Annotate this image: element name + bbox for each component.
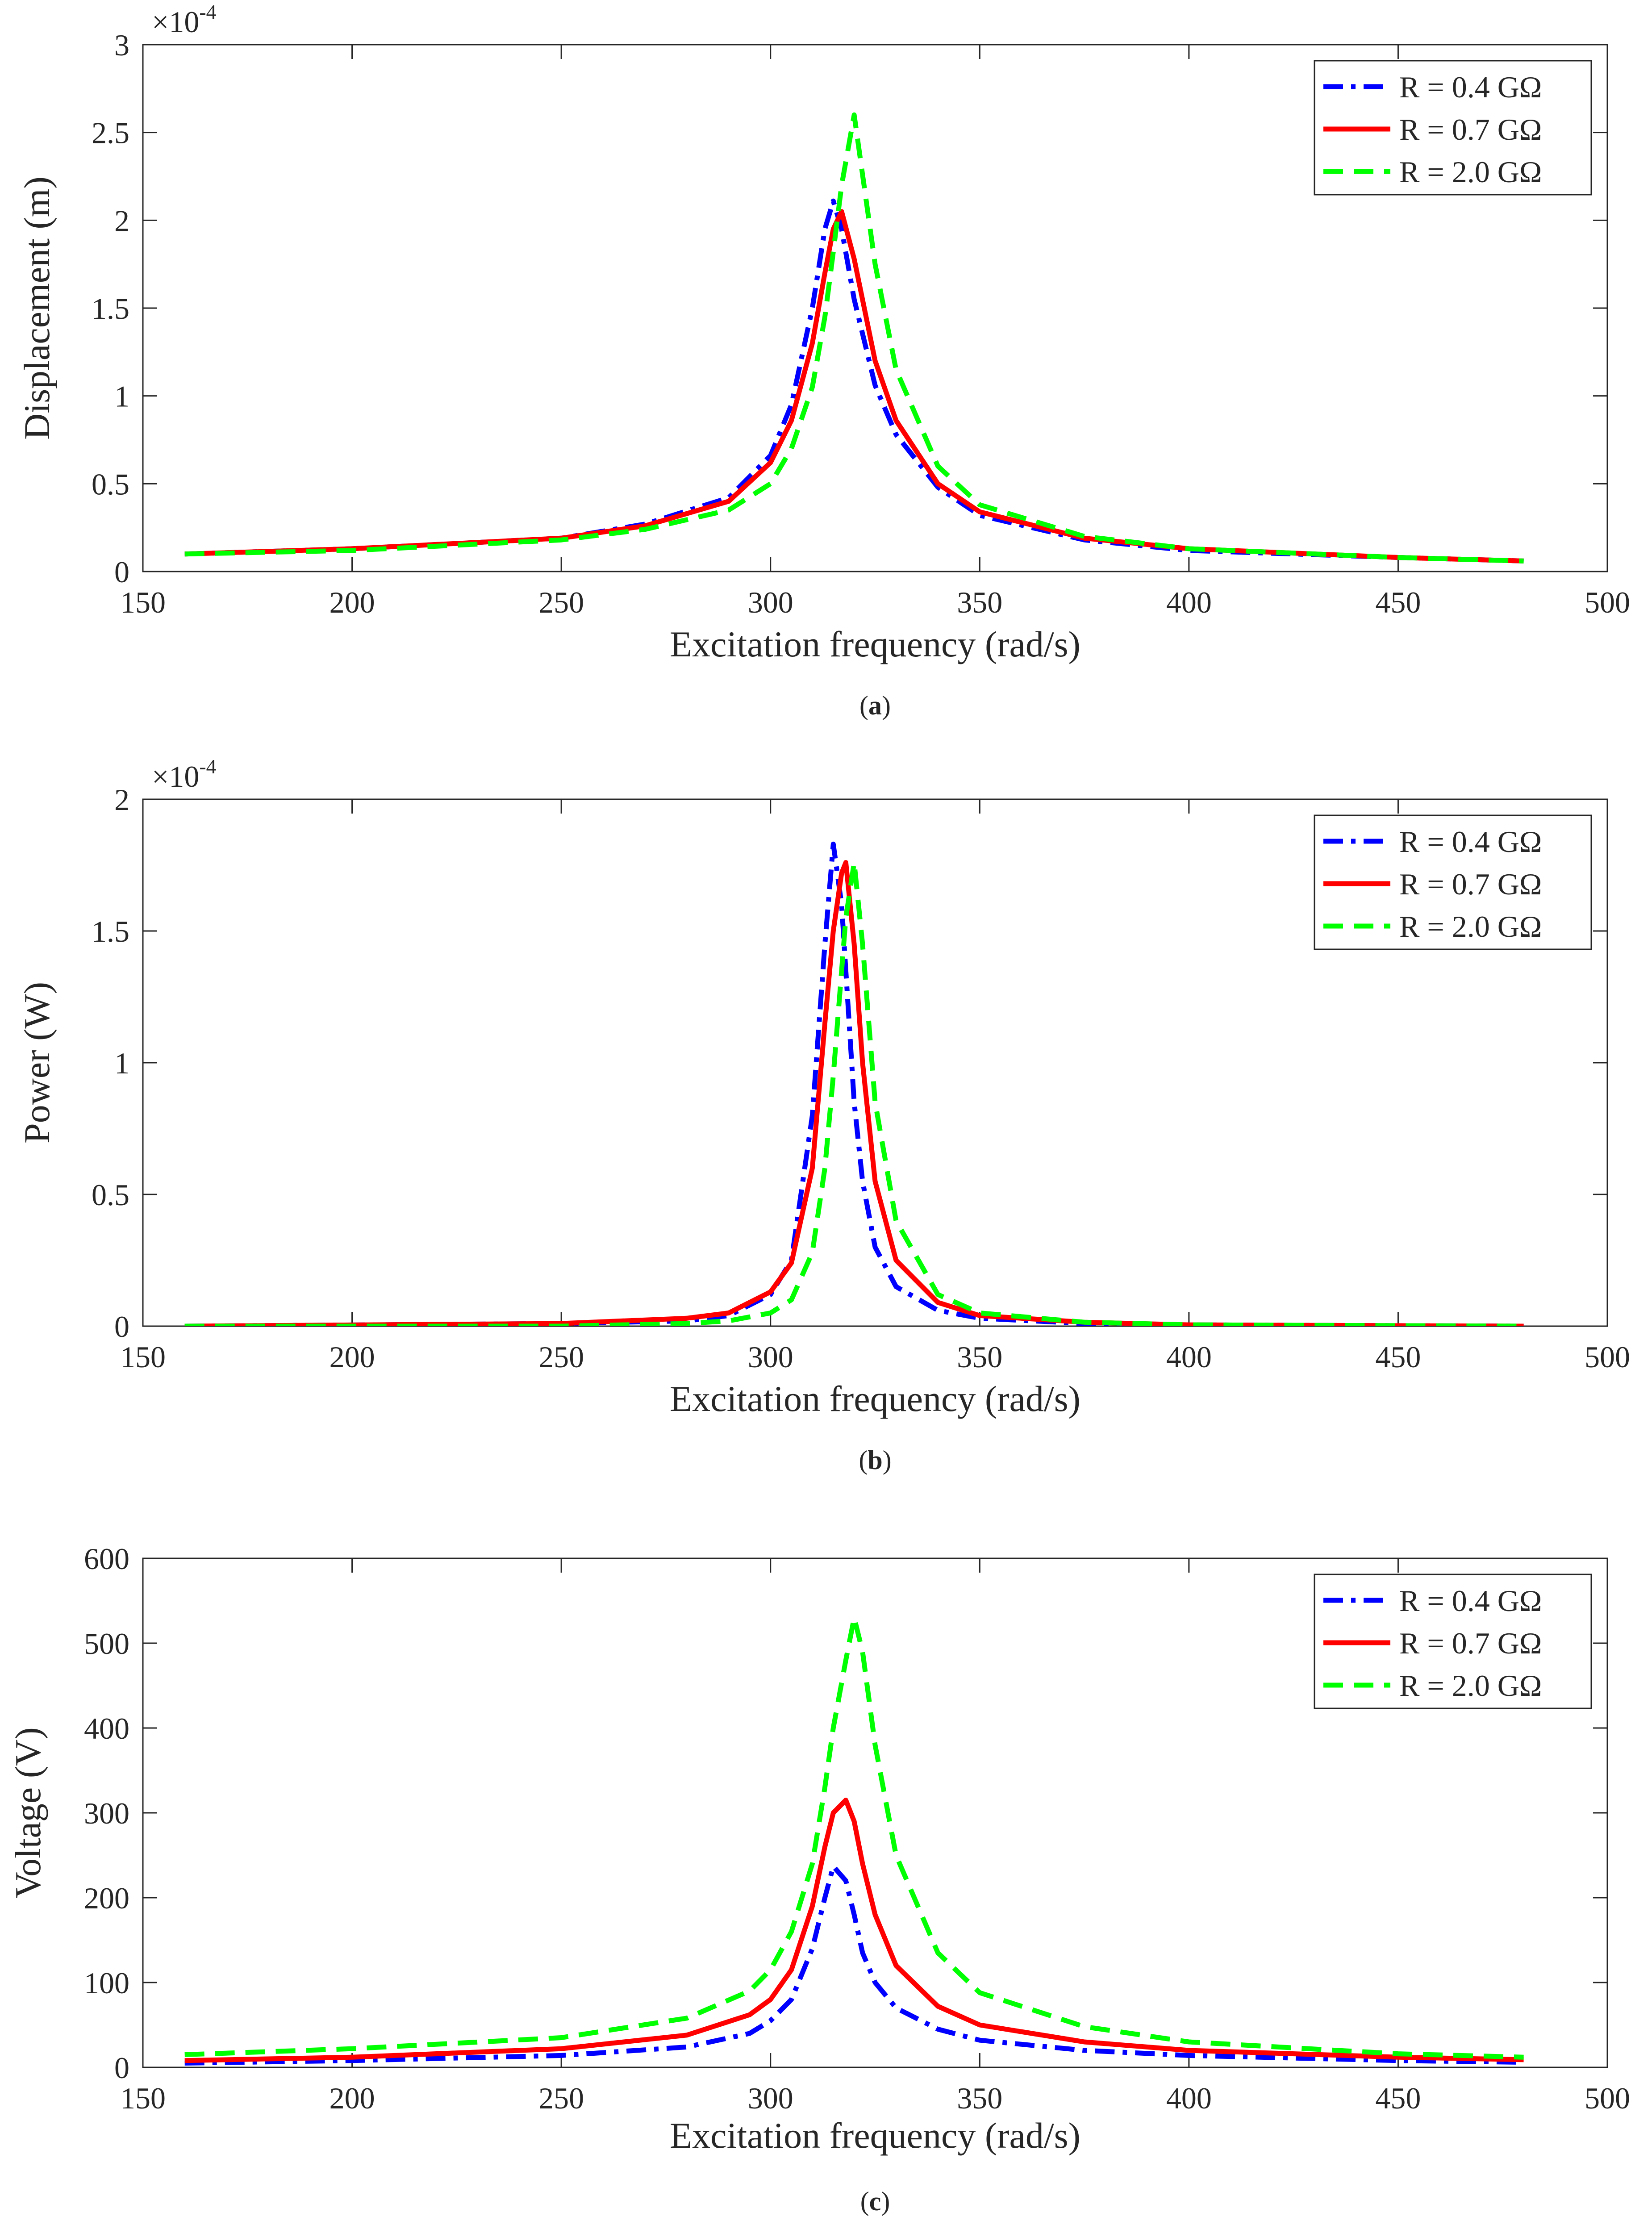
x-tick-label: 500 [1585,1340,1630,1374]
legend-label-1: R = 0.4 GΩ [1399,825,1542,859]
y-tick-label: 200 [84,1881,129,1915]
plot-area [184,841,1524,1326]
x-tick-label: 150 [120,2081,166,2115]
x-axis-label: Excitation frequency (rad/s) [670,2115,1080,2156]
y-exponent-base: ×10 [152,5,199,39]
chart-power: 150 200 250 300 350 400 450 500 0 0.5 1 1.5 2 ×10-4 Ex… [17,755,1630,1475]
chart-displacement: 150 200 250 300 350 400 450 500 0 0.5 1 1.5 2 2.5 3 ×10… [17,0,1630,720]
series-line-2 [184,209,1524,564]
series-line-3 [184,112,1524,564]
figure-caption: (c) [860,2187,890,2216]
y-tick-label: 1 [114,380,129,413]
x-tick-label: 500 [1585,2081,1630,2115]
x-axis-label: Excitation frequency (rad/s) [670,1378,1080,1419]
x-tick-label: 250 [538,2081,584,2115]
y-axis-label: Power (W) [17,982,57,1144]
legend: R = 0.4 GΩ R = 0.7 GΩ R = 2.0 GΩ [1314,60,1592,196]
caption-open-paren: ( [860,2187,869,2216]
y-tick-label: 0 [114,1310,129,1344]
y-tick-label: 1 [114,1046,129,1080]
y-tick-label: 400 [84,1711,129,1745]
legend-label-3: R = 2.0 GΩ [1399,155,1542,189]
legend: R = 0.4 GΩ R = 0.7 GΩ R = 2.0 GΩ [1314,1574,1592,1709]
series-line-2 [184,1798,1524,2063]
caption-open-paren: ( [859,1445,868,1475]
x-tick-label: 350 [957,2081,1002,2115]
y-axis-label: Voltage (V) [8,1727,48,1898]
y-tick-label: 0.5 [92,467,129,501]
x-tick-label: 450 [1375,585,1421,619]
y-tick-label: 3 [114,28,129,62]
y-tick-label: 0 [114,555,129,589]
y-tick-label: 600 [84,1542,129,1576]
plot-area [184,1615,1524,2066]
y-tick-label: 2 [114,204,129,238]
y-tick-label: 300 [84,1796,129,1830]
x-tick-label: 350 [957,1340,1002,1374]
y-tick-label: 1.5 [92,292,129,326]
y-exponent-power: -4 [199,0,216,23]
caption-open-paren: ( [859,691,868,720]
legend-label-2: R = 0.7 GΩ [1399,1626,1542,1660]
plot-area [184,112,1524,564]
x-tick-label: 300 [748,585,793,619]
x-tick-label: 400 [1166,2081,1212,2115]
caption-letter: a [868,691,882,720]
legend-label-1: R = 0.4 GΩ [1399,70,1542,104]
legend-label-3: R = 2.0 GΩ [1399,910,1542,943]
y-exponent-label: ×10-4 [152,755,217,793]
y-tick-label: 1.5 [92,914,129,948]
x-tick-label: 300 [748,1340,793,1374]
legend-label-2: R = 0.7 GΩ [1399,867,1542,901]
y-tick-label: 2 [114,783,129,817]
y-tick-label: 0.5 [92,1178,129,1212]
chart-voltage: 150 200 250 300 350 400 450 500 0 100 200 300 400 500… [8,1542,1630,2216]
y-exponent-label: ×10-4 [152,0,217,39]
legend-label-1: R = 0.4 GΩ [1399,1584,1542,1618]
caption-letter: b [868,1445,882,1475]
x-tick-label: 200 [330,585,375,619]
x-tick-label: 200 [330,2081,375,2115]
x-tick-label: 450 [1375,2081,1421,2115]
y-axis-label: Displacement (m) [17,176,57,440]
legend-label-3: R = 2.0 GΩ [1399,1669,1542,1703]
series-line-2 [184,860,1524,1326]
x-tick-label: 250 [538,585,584,619]
x-tick-label: 450 [1375,1340,1421,1374]
x-tick-label: 500 [1585,585,1630,619]
figure-caption: (b) [859,1445,891,1475]
caption-close-paren: ) [883,1445,892,1475]
x-tick-label: 150 [120,585,166,619]
x-tick-label: 200 [330,1340,375,1374]
y-tick-label: 0 [114,2051,129,2085]
series-line-3 [184,1615,1524,2060]
legend-label-2: R = 0.7 GΩ [1399,113,1542,146]
legend: R = 0.4 GΩ R = 0.7 GΩ R = 2.0 GΩ [1314,814,1592,950]
caption-letter: c [869,2187,881,2216]
series-line-3 [184,860,1524,1326]
y-tick-label: 500 [84,1627,129,1661]
x-tick-label: 150 [120,1340,166,1374]
x-tick-label: 350 [957,585,1002,619]
x-tick-label: 250 [538,1340,584,1374]
series-line-1 [184,1864,1524,2066]
x-tick-label: 300 [748,2081,793,2115]
x-axis-label: Excitation frequency (rad/s) [670,624,1080,664]
x-tick-label: 400 [1166,1340,1212,1374]
y-exponent-base: ×10 [152,760,199,793]
caption-close-paren: ) [882,691,891,720]
figure-caption: (a) [859,691,891,720]
y-tick-label: 2.5 [92,116,129,150]
caption-close-paren: ) [881,2187,890,2216]
x-tick-label: 400 [1166,585,1212,619]
y-exponent-power: -4 [199,755,216,778]
y-tick-label: 100 [84,1966,129,2000]
